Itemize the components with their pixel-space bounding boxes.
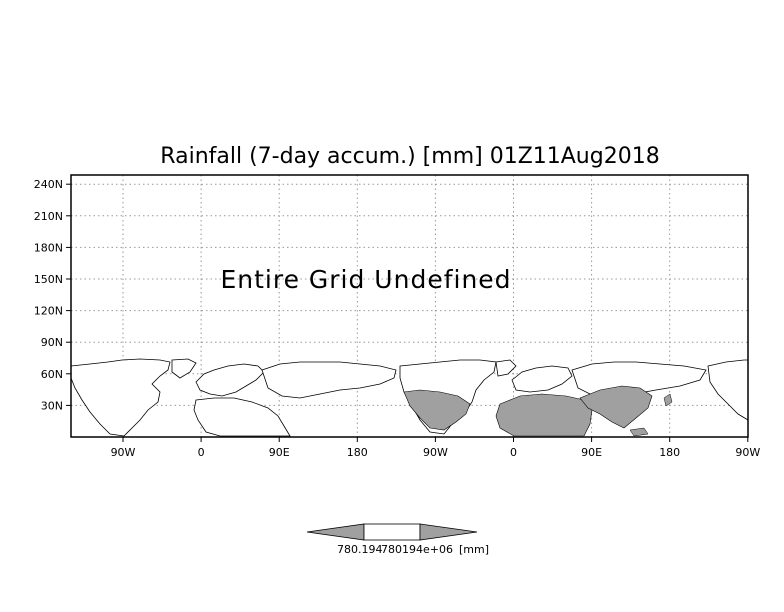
x-tick-label: 90W bbox=[735, 446, 760, 459]
rain-shading bbox=[403, 385, 653, 437]
europe-2 bbox=[511, 365, 573, 393]
x-axis: 90W 0 90E 180 90W 0 90E 180 90W bbox=[111, 437, 760, 459]
greenland-1 bbox=[171, 358, 197, 379]
colorbar-label-high: 780194e+06 bbox=[381, 543, 453, 556]
colorbar-label-low: 780.194 bbox=[337, 543, 383, 556]
y-tick-label: 120N bbox=[34, 305, 63, 318]
shade-north-america bbox=[403, 389, 471, 431]
x-tick-label: 90E bbox=[269, 446, 290, 459]
chart-title: Rainfall (7-day accum.) [mm] 01Z11Aug201… bbox=[160, 144, 659, 169]
colorbar-right-arrow bbox=[419, 523, 478, 541]
colorbar-units: [mm] bbox=[459, 543, 489, 556]
x-tick-label: 0 bbox=[510, 446, 517, 459]
x-tick-label: 90E bbox=[581, 446, 602, 459]
x-tick-label: 90W bbox=[111, 446, 136, 459]
colorbar-left-arrow bbox=[306, 523, 365, 541]
europe-1 bbox=[195, 363, 265, 397]
north-america-3 bbox=[707, 359, 749, 421]
africa-1 bbox=[193, 397, 291, 437]
y-tick-label: 60N bbox=[41, 368, 63, 381]
y-tick-label: 180N bbox=[34, 241, 63, 254]
y-tick-label: 210N bbox=[34, 210, 63, 223]
y-tick-label: 150N bbox=[34, 273, 63, 286]
colorbar: 780.194 780194e+06 [mm] bbox=[306, 523, 489, 556]
asia-1 bbox=[261, 361, 397, 399]
island-japan bbox=[663, 393, 673, 407]
y-tick-label: 30N bbox=[41, 399, 63, 412]
plot-frame bbox=[70, 174, 749, 438]
islands bbox=[629, 393, 673, 437]
shade-africa bbox=[495, 393, 593, 437]
y-axis: 30N 60N 90N 120N 150N 180N 210N 240N bbox=[34, 178, 71, 412]
island-indonesia bbox=[629, 427, 649, 437]
shade-south-asia bbox=[579, 385, 653, 429]
y-tick-label: 240N bbox=[34, 178, 63, 191]
x-tick-label: 180 bbox=[659, 446, 680, 459]
colorbar-middle bbox=[363, 523, 421, 541]
y-tick-label: 90N bbox=[41, 336, 63, 349]
x-tick-label: 0 bbox=[198, 446, 205, 459]
x-tick-label: 180 bbox=[347, 446, 368, 459]
greenland-2 bbox=[495, 359, 517, 377]
x-tick-label: 90W bbox=[423, 446, 448, 459]
undefined-grid-annotation: Entire Grid Undefined bbox=[220, 265, 511, 294]
north-america-west bbox=[70, 358, 171, 437]
